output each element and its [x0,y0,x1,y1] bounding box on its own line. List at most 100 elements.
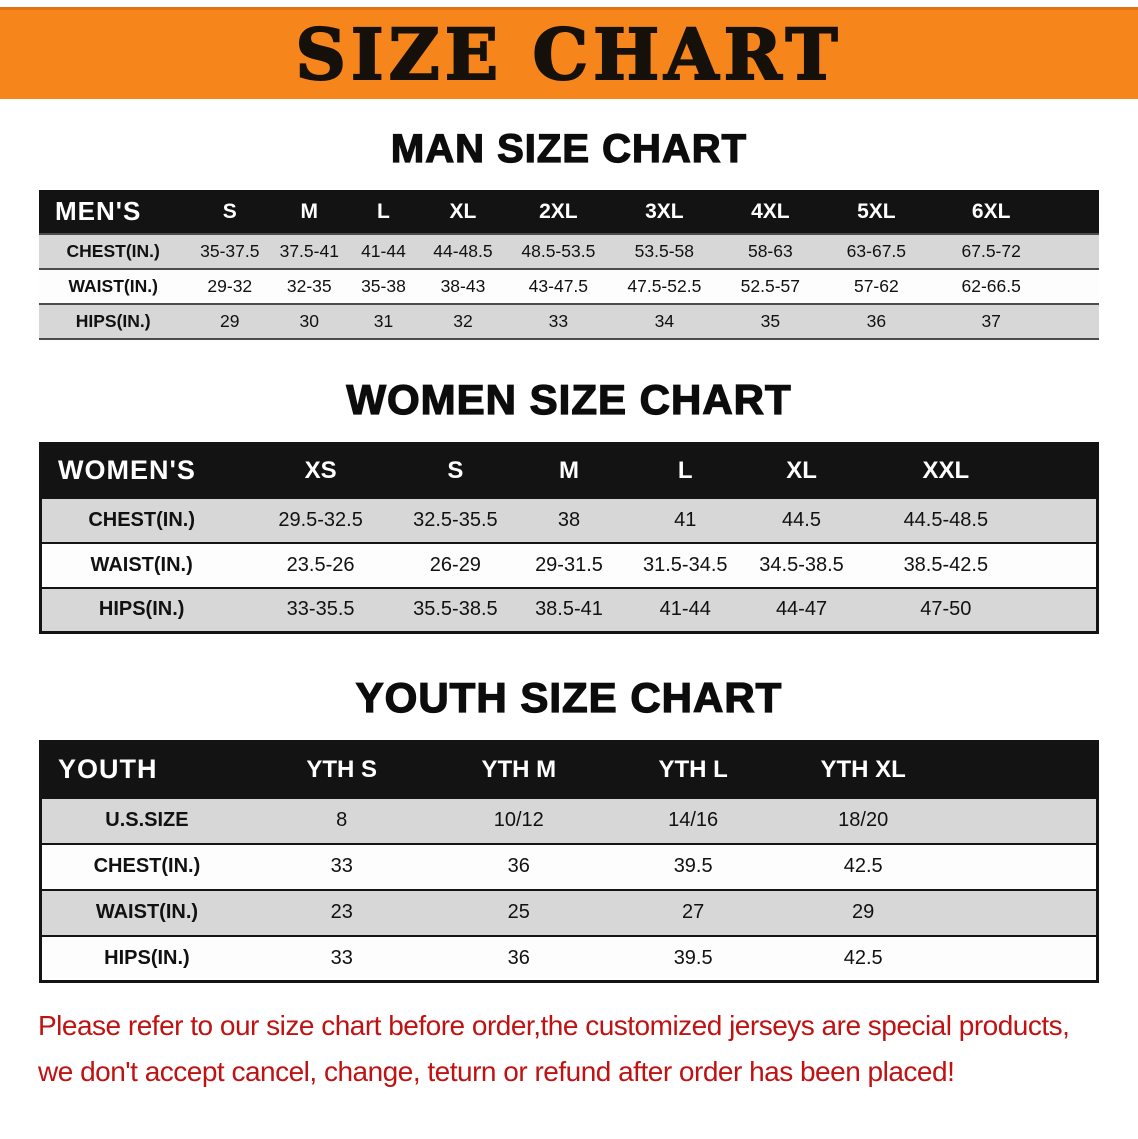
value-cell: 29 [187,304,273,340]
size-header-cell: 5XL [823,190,930,234]
value-cell: 35 [717,304,824,340]
value-cell: 43-47.5 [505,269,612,305]
value-cell: 38 [510,496,628,543]
table-title-cell: MEN'S [39,190,188,234]
size-header-cell: L [346,190,421,234]
value-cell: 36 [431,842,606,890]
value-cell: 25 [431,888,606,936]
value-cell: 23 [251,888,432,936]
value-cell: 63-67.5 [823,233,930,270]
size-header-cell: 3XL [611,190,718,234]
value-cell: 38.5-42.5 [859,541,1098,588]
value-cell: 35-37.5 [187,233,273,270]
table-title-cell: YOUTH [40,741,252,798]
size-header-cell: 4XL [717,190,824,234]
value-cell: 33-35.5 [241,586,400,633]
value-cell: 34 [611,304,718,340]
table-row: CHEST(IN.) 29.5-32.5 32.5-35.5 38 41 44.5 44.5… [40,496,1098,543]
value-cell: 10/12 [431,796,606,844]
value-cell: 31.5-34.5 [627,541,744,588]
value-cell: 34.5-38.5 [743,541,860,588]
value-cell: 52.5-57 [717,269,824,305]
row-label-cell: CHEST(IN.) [39,233,188,270]
value-cell: 27 [605,888,781,936]
row-label-cell: HIPS(IN.) [39,304,188,340]
table-row: WAIST(IN.) 23.5-26 26-29 29-31.5 31.5-34.5 34… [40,541,1098,588]
table-row: CHEST(IN.) 33 36 39.5 42.5 [40,842,1098,890]
value-cell: 36 [823,304,930,340]
banner-title: SIZE CHART [294,12,843,97]
value-cell: 39.5 [605,934,781,982]
womens-size-table: WOMEN'S XS S M L XL XXL CHEST(IN.) 29.5-32.5 32.5… [39,442,1099,634]
value-cell: 37.5-41 [272,233,347,270]
size-header-cell: L [627,443,744,498]
value-cell: 29 [780,888,1098,936]
table-header-row: MEN'S S M L XL 2XL 3XL 4XL 5XL 6XL [39,190,1099,234]
value-cell: 35.5-38.5 [399,586,511,633]
value-cell: 29-31.5 [510,541,628,588]
size-header-cell: YTH S [251,741,432,798]
value-cell: 44-48.5 [420,233,506,270]
size-header-cell: XXL [859,443,1098,498]
size-header-cell: S [187,190,273,234]
mens-size-table: MEN'S S M L XL 2XL 3XL 4XL 5XL 6XL CHEST(IN.) 35-37… [39,190,1099,340]
size-header-cell: 2XL [505,190,612,234]
disclaimer: Please refer to our size chart before or… [38,1003,1100,1095]
value-cell: 29.5-32.5 [241,496,400,543]
value-cell: 36 [431,934,606,982]
value-cell: 41-44 [627,586,744,633]
value-cell: 53.5-58 [611,233,718,270]
table-row: CHEST(IN.) 35-37.5 37.5-41 41-44 44-48.5 48.5… [39,233,1099,270]
size-header-cell: M [272,190,347,234]
value-cell: 30 [272,304,347,340]
value-cell: 38-43 [420,269,506,305]
disclaimer-line-1: Please refer to our size chart before or… [38,1010,1070,1041]
women-section-heading: WOMEN SIZE CHART [346,375,792,423]
value-cell: 8 [251,796,432,844]
value-cell: 38.5-41 [510,586,628,633]
value-cell: 47.5-52.5 [611,269,718,305]
value-cell: 29-32 [187,269,273,305]
table-row: WAIST(IN.) 29-32 32-35 35-38 38-43 43-47.5 47.… [39,269,1099,305]
size-header-cell: 6XL [929,190,1099,234]
value-cell: 67.5-72 [929,233,1099,270]
table-header-row: YOUTH YTH S YTH M YTH L YTH XL [40,741,1098,798]
value-cell: 57-62 [823,269,930,305]
table-title-cell: WOMEN'S [40,443,242,498]
row-label-cell: WAIST(IN.) [40,541,242,588]
youth-size-table: YOUTH YTH S YTH M YTH L YTH XL U.S.SIZE 8 10/12… [39,740,1099,983]
table-row: U.S.SIZE 8 10/12 14/16 18/20 [40,796,1098,844]
value-cell: 18/20 [780,796,1098,844]
value-cell: 35-38 [346,269,421,305]
youth-size-section: YOUTH SIZE CHART YOUTH YTH S YTH M YTH L YTH… [0,673,1138,983]
value-cell: 32-35 [272,269,347,305]
women-size-section: WOMEN SIZE CHART WOMEN'S XS S M L XL XXL CHEST(… [0,375,1138,634]
value-cell: 47-50 [859,586,1098,633]
size-chart-banner: SIZE CHART [0,7,1138,99]
value-cell: 48.5-53.5 [505,233,612,270]
table-row: HIPS(IN.) 29 30 31 32 33 34 35 36 37 [39,304,1099,340]
man-size-section: MAN SIZE CHART MEN'S S M L XL 2XL 3XL 4XL 5XL 6XL… [0,126,1138,340]
row-label-cell: HIPS(IN.) [40,934,252,982]
value-cell: 41-44 [346,233,421,270]
value-cell: 44.5-48.5 [859,496,1098,543]
man-section-heading: MAN SIZE CHART [390,126,748,171]
value-cell: 39.5 [605,842,781,890]
value-cell: 14/16 [605,796,781,844]
table-row: WAIST(IN.) 23 25 27 29 [40,888,1098,936]
value-cell: 37 [929,304,1099,340]
size-header-cell: YTH L [605,741,781,798]
table-row: HIPS(IN.) 33-35.5 35.5-38.5 38.5-41 41-44 44-… [40,586,1098,633]
row-label-cell: CHEST(IN.) [40,842,252,890]
value-cell: 44-47 [743,586,860,633]
row-label-cell: WAIST(IN.) [39,269,188,305]
row-label-cell: CHEST(IN.) [40,496,242,543]
size-header-cell: XL [743,443,860,498]
youth-section-heading: YOUTH SIZE CHART [355,673,783,721]
size-header-cell: XS [241,443,400,498]
size-header-cell: XL [420,190,506,234]
value-cell: 31 [346,304,421,340]
size-header-cell: YTH M [431,741,606,798]
value-cell: 26-29 [399,541,511,588]
size-header-cell: S [399,443,511,498]
